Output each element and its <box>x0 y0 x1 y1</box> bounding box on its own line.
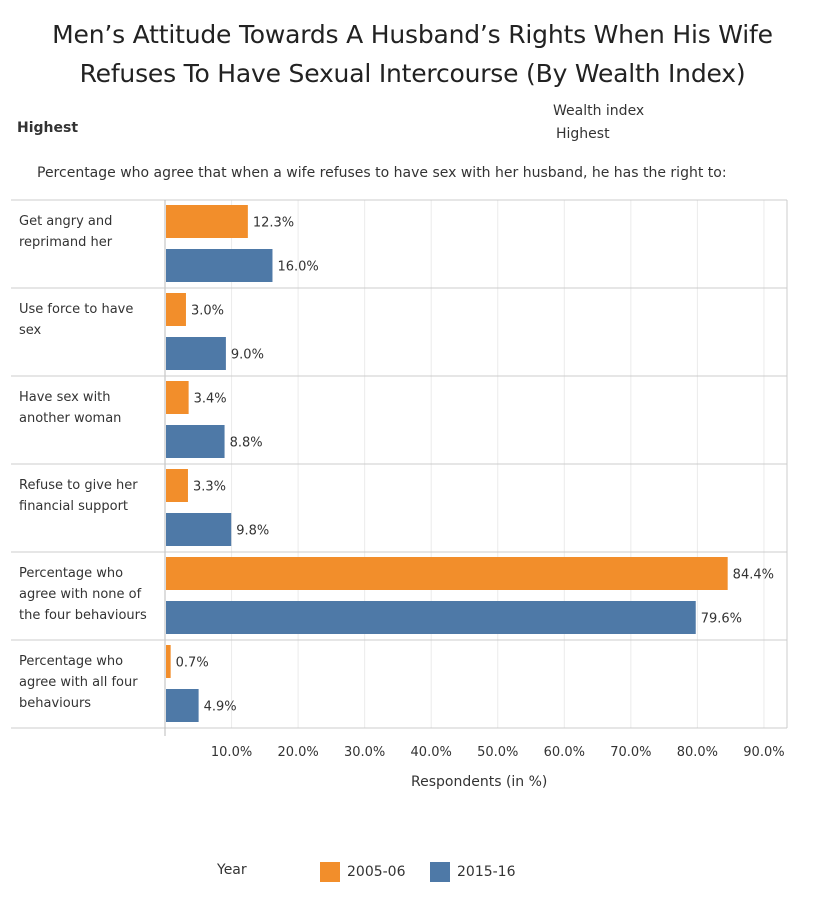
bar-2015-16 <box>166 337 226 370</box>
legend-label-2005-06: 2005-06 <box>347 864 406 880</box>
data-label: 9.8% <box>236 524 269 539</box>
data-label: 16.0% <box>277 260 318 275</box>
wealth-filter-caption: Highest <box>17 120 79 136</box>
data-label: 8.8% <box>230 436 263 451</box>
chart-title-line-2: Refuses To Have Sexual Intercourse (By W… <box>79 59 746 88</box>
category-label: Refuse to give her <box>19 478 138 493</box>
x-tick-label: 50.0% <box>477 745 518 760</box>
legend-title: Year <box>217 862 247 878</box>
data-label: 12.3% <box>253 216 294 231</box>
bar-2015-16 <box>166 513 232 546</box>
data-label: 79.6% <box>701 612 742 627</box>
legend-swatch-2015-16 <box>430 862 450 882</box>
category-label: Use force to have <box>19 302 133 317</box>
x-tick-label: 40.0% <box>411 745 452 760</box>
category-label: reprimand her <box>19 235 113 250</box>
category-label: Have sex with <box>19 390 111 405</box>
category-label: sex <box>19 323 42 338</box>
category-label: Percentage who <box>19 654 123 669</box>
x-tick-label: 90.0% <box>743 745 784 760</box>
x-tick-label: 80.0% <box>677 745 718 760</box>
data-label: 84.4% <box>733 568 774 583</box>
data-label: 0.7% <box>176 656 209 671</box>
x-tick-label: 60.0% <box>544 745 585 760</box>
bar-2005-06 <box>166 381 189 414</box>
x-tick-label: 20.0% <box>277 745 318 760</box>
bar-2015-16 <box>166 249 273 282</box>
data-label: 3.0% <box>191 304 224 319</box>
legend-item-2015-16[interactable]: 2015-16 <box>430 862 516 882</box>
data-label: 3.4% <box>194 392 227 407</box>
x-tick-label: 10.0% <box>211 745 252 760</box>
x-axis-title: Respondents (in %) <box>411 774 548 790</box>
category-label: Percentage who <box>19 566 123 581</box>
legend-item-2005-06[interactable]: 2005-06 <box>320 862 406 882</box>
category-label: the four behaviours <box>19 608 147 623</box>
chart-title-line-1: Men’s Attitude Towards A Husband’s Right… <box>52 20 773 49</box>
wealth-index-filter-value[interactable]: Highest <box>556 126 610 142</box>
data-label: 3.3% <box>193 480 226 495</box>
bar-2015-16 <box>166 601 696 634</box>
bar-2005-06 <box>166 645 171 678</box>
category-label: agree with all four <box>19 675 138 690</box>
category-label: Get angry and <box>19 214 112 229</box>
data-label: 4.9% <box>204 700 237 715</box>
wealth-index-filter-label: Wealth index <box>553 103 645 119</box>
legend-label-2015-16: 2015-16 <box>457 864 516 880</box>
category-label: agree with none of <box>19 587 142 602</box>
category-label: behaviours <box>19 696 91 711</box>
category-label: financial support <box>19 499 128 514</box>
data-label: 9.0% <box>231 348 264 363</box>
bar-2005-06 <box>166 293 186 326</box>
bar-2015-16 <box>166 425 225 458</box>
bar-2005-06 <box>166 469 188 502</box>
x-tick-label: 70.0% <box>610 745 651 760</box>
bar-2015-16 <box>166 689 199 722</box>
legend-swatch-2005-06 <box>320 862 340 882</box>
chart-subtitle: Percentage who agree that when a wife re… <box>37 165 727 181</box>
bar-2005-06 <box>166 557 728 590</box>
x-tick-label: 30.0% <box>344 745 385 760</box>
bar-2005-06 <box>166 205 248 238</box>
category-label: another woman <box>19 411 121 426</box>
